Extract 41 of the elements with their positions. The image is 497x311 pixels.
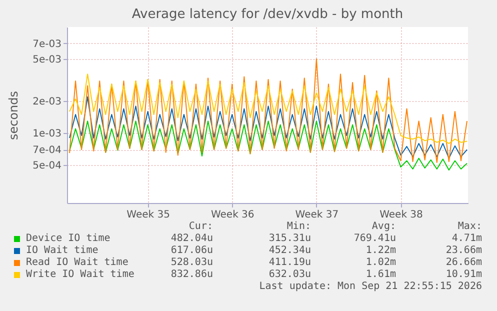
text: 1.61m [366, 269, 396, 281]
chart-title: Average latency for /dev/xvdb - by month [132, 7, 404, 22]
text: Last update: Mon Sep 21 22:55:15 2026 [259, 281, 482, 293]
text: 10.91m [446, 269, 482, 281]
line-series [69, 96, 468, 159]
text: 452.34u [268, 245, 311, 257]
text: 4.71m [452, 233, 482, 245]
text: 832.86u [170, 269, 213, 281]
x-tick-label: Week 36 [210, 210, 254, 220]
text: Max: [458, 221, 482, 233]
text: 26.66m [446, 257, 482, 269]
text: 1.22m [366, 245, 396, 257]
legend-label: Read IO Wait time [26, 257, 128, 269]
text: 769.41u [354, 233, 396, 245]
y-tick-label: 1e-03 [32, 128, 62, 140]
y-tick-label: 7e-04 [32, 145, 62, 156]
text: Cur: [188, 221, 213, 233]
x-tick-label: Week 37 [295, 210, 339, 220]
text: 482.04u [170, 233, 213, 245]
text: 632.03u [268, 269, 311, 281]
line-series [69, 58, 468, 163]
line-series [69, 74, 468, 144]
text: 528.03u [170, 257, 213, 269]
legend-label: Write IO Wait time [26, 269, 134, 281]
text: 411.19u [268, 257, 311, 269]
text: 315.31u [268, 233, 311, 245]
y-tick-label: 7e-03 [32, 38, 62, 50]
text: 23.66m [446, 245, 482, 257]
text: 617.06u [170, 245, 213, 257]
x-tick-label: Week 35 [126, 210, 170, 220]
y-axis-title: seconds [6, 90, 21, 140]
x-tick-label: Week 38 [380, 210, 423, 220]
y-tick-label: 2e-03 [32, 96, 62, 108]
legend-label: Device IO time [26, 233, 110, 245]
text: Min: [286, 221, 311, 233]
line-series [69, 120, 468, 170]
y-tick-label: 5e-04 [32, 160, 62, 172]
text: 1.02m [366, 257, 396, 269]
text: Avg: [372, 221, 396, 233]
legend-label: IO Wait time [26, 245, 98, 257]
y-tick-label: 5e-03 [32, 54, 62, 66]
